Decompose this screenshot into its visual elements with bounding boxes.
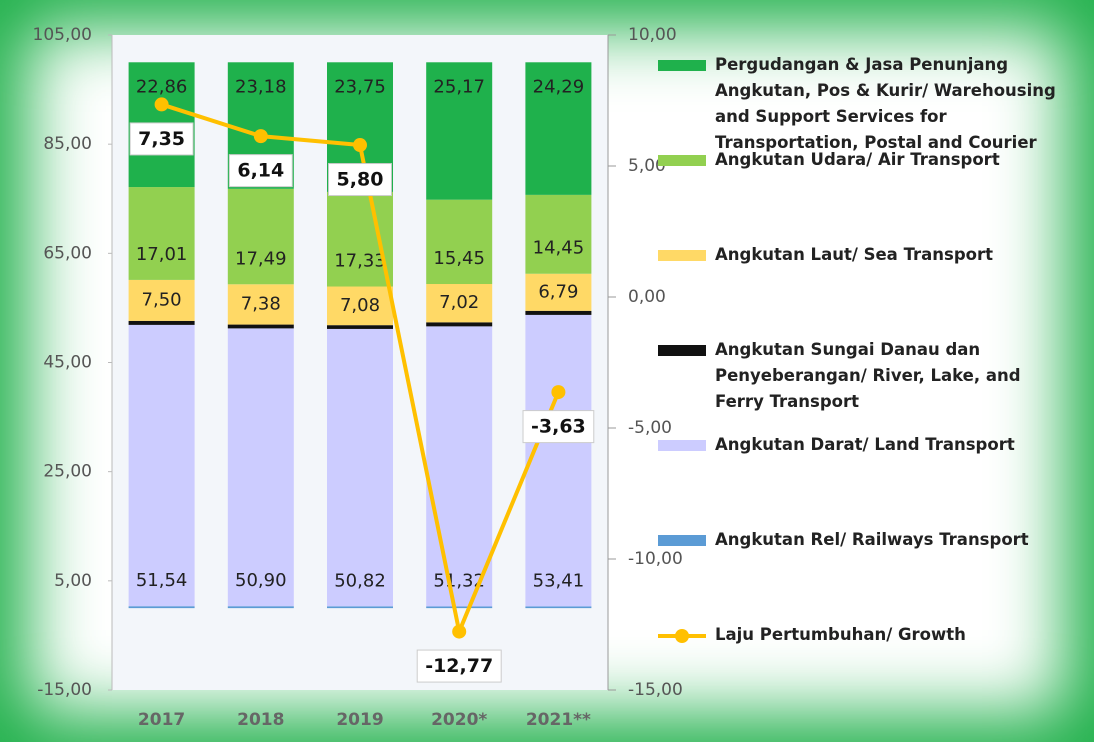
legend-label: Angkutan Udara/ Air Transport xyxy=(715,150,1000,169)
y2-tick-label: -15,00 xyxy=(628,680,683,700)
bar-value-label: 23,75 xyxy=(334,76,386,97)
legend-label: Angkutan Darat/ Land Transport xyxy=(715,435,1015,454)
legend-label: Angkutan Sungai Danau dan Penyeberangan/… xyxy=(715,340,1021,411)
bar-value-label: 14,45 xyxy=(533,238,585,259)
y-tick-label: 65,00 xyxy=(43,243,92,263)
bar-value-label: 50,82 xyxy=(334,570,386,591)
bar-segment xyxy=(525,62,592,195)
bar-value-label: 15,45 xyxy=(433,248,485,269)
bar-segment xyxy=(525,314,592,607)
growth-label-box xyxy=(328,163,392,197)
growth-point xyxy=(154,97,169,112)
bar-segment xyxy=(128,606,195,609)
growth-value-label: 7,35 xyxy=(138,128,185,150)
y2-tick-label: 0,00 xyxy=(628,287,666,307)
bar-segment xyxy=(227,606,294,609)
bar-value-label: 50,90 xyxy=(235,570,287,591)
y-tick-label: 5,00 xyxy=(54,571,92,591)
legend-swatch xyxy=(658,345,706,356)
growth-value-label: -3,63 xyxy=(531,416,586,438)
bar-segment xyxy=(327,328,393,607)
bar-segment xyxy=(327,286,393,326)
bar-value-label: 24,29 xyxy=(533,76,585,97)
legend-marker xyxy=(675,629,689,643)
bar-value-label: 7,50 xyxy=(142,289,182,310)
x-tick-label: 2019 xyxy=(336,710,383,730)
legend-swatch xyxy=(658,60,706,71)
y2-tick-label: 5,00 xyxy=(628,156,666,176)
bar-value-label: 25,17 xyxy=(433,76,485,97)
bar-segment xyxy=(426,284,493,323)
growth-label-box xyxy=(228,154,293,188)
bar-segment xyxy=(128,279,195,321)
bar-segment xyxy=(128,187,195,280)
bar-segment xyxy=(327,191,393,287)
legend-label: Angkutan Rel/ Railways Transport xyxy=(715,530,1029,549)
y-tick-label: -15,00 xyxy=(37,680,92,700)
y2-tick-label: -10,00 xyxy=(628,549,683,569)
legend-label: Pergudangan & Jasa Penunjang Angkutan, P… xyxy=(715,55,1056,152)
growth-value-label: -12,77 xyxy=(425,655,493,677)
bar-segment xyxy=(525,273,592,311)
bar-segment xyxy=(426,322,493,327)
bar-value-label: 6,79 xyxy=(538,281,578,302)
x-tick-label: 2018 xyxy=(237,710,284,730)
y-tick-label: 25,00 xyxy=(43,462,92,482)
legend-label: Laju Pertumbuhan/ Growth xyxy=(715,625,966,644)
legend-label: Angkutan Laut/ Sea Transport xyxy=(715,245,994,264)
legend-swatch xyxy=(658,250,706,261)
legend-swatch xyxy=(658,155,706,166)
bar-value-label: 17,01 xyxy=(136,244,188,265)
bar-value-label: 7,38 xyxy=(241,293,281,314)
x-tick-label: 2021** xyxy=(526,710,591,730)
growth-point xyxy=(353,138,367,153)
bar-segment xyxy=(327,325,393,329)
bar-segment xyxy=(426,326,493,607)
bar-value-label: 17,49 xyxy=(235,248,287,269)
growth-value-label: 6,14 xyxy=(237,160,284,182)
y-tick-label: 45,00 xyxy=(43,353,92,373)
bar-value-label: 7,02 xyxy=(439,292,479,313)
bar-value-label: 7,08 xyxy=(340,295,380,316)
bar-segment xyxy=(426,62,493,200)
growth-label-box xyxy=(129,122,194,156)
bar-segment xyxy=(525,606,592,609)
y2-tick-label: -5,00 xyxy=(628,418,672,438)
bar-value-label: 17,33 xyxy=(334,251,386,272)
bar-segment xyxy=(525,194,592,274)
bar-segment xyxy=(327,606,393,609)
x-tick-label: 2020* xyxy=(431,710,487,730)
y-tick-label: 85,00 xyxy=(43,134,92,154)
bar-segment xyxy=(128,320,195,325)
bar-value-label: 51,54 xyxy=(136,570,188,591)
bar-segment xyxy=(227,324,294,329)
bar-value-label: 53,41 xyxy=(533,570,585,591)
bar-value-label: 23,18 xyxy=(235,76,287,97)
bar-segment xyxy=(128,324,195,607)
growth-label-box xyxy=(416,649,502,683)
growth-label-box xyxy=(522,410,595,444)
legend-swatch xyxy=(658,440,706,451)
bar-segment xyxy=(426,199,493,285)
bar-segment xyxy=(525,310,592,315)
bar-segment xyxy=(227,284,294,325)
bar-segment xyxy=(227,328,294,607)
bar-value-label: 22,86 xyxy=(136,76,188,97)
growth-point xyxy=(551,385,566,400)
y2-tick-label: 10,00 xyxy=(628,25,677,45)
y-tick-label: 105,00 xyxy=(33,25,92,45)
x-tick-label: 2017 xyxy=(138,710,185,730)
growth-point xyxy=(253,129,268,144)
growth-value-label: 5,80 xyxy=(337,169,384,191)
bar-segment xyxy=(426,606,493,609)
growth-point xyxy=(452,624,467,639)
legend-swatch xyxy=(658,535,706,546)
bar-segment xyxy=(227,188,294,285)
